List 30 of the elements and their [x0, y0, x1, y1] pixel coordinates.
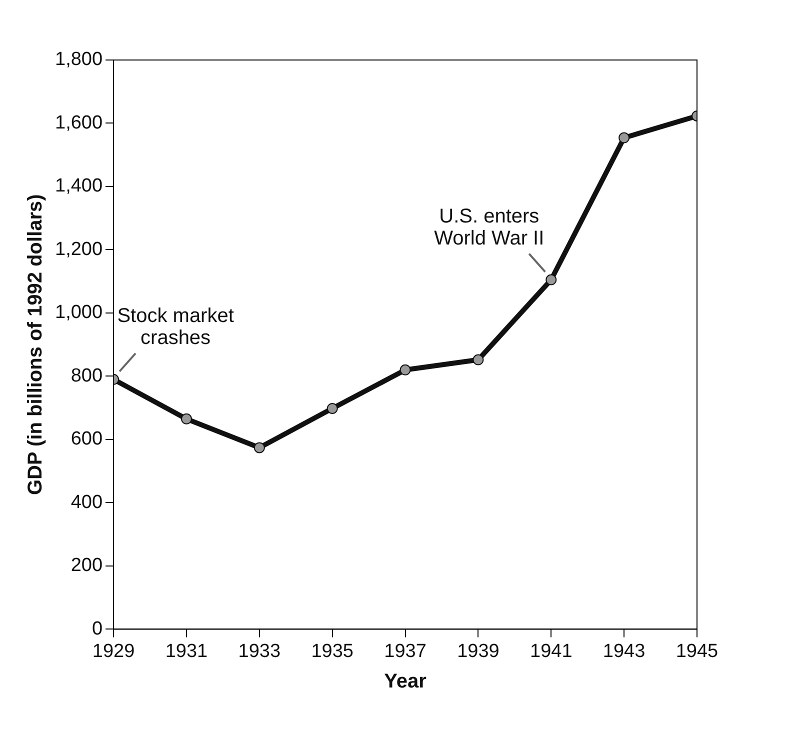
y-tick-label: 800 — [70, 365, 103, 386]
x-tick-label: 1941 — [530, 640, 572, 662]
annotation: U.S. enters World War II — [434, 205, 544, 250]
x-tick-label: 1935 — [311, 640, 354, 662]
x-tick-label: 1939 — [457, 640, 500, 662]
point — [400, 364, 411, 376]
y-tick-label: 1,200 — [55, 238, 103, 260]
y-tick-label: 600 — [70, 428, 103, 450]
annotation: Stock market crashes — [117, 304, 234, 349]
y-tick-label: 1,600 — [55, 112, 103, 134]
y-tick-label: 1,800 — [55, 49, 103, 70]
point — [326, 402, 338, 414]
x-tick-label: 1931 — [165, 640, 208, 662]
y-tick-label: 1,000 — [55, 302, 103, 324]
x-axis-title: Year — [384, 670, 427, 693]
x-tick-label: 1933 — [238, 640, 281, 662]
point — [546, 274, 557, 286]
x-tick-label: 1929 — [92, 640, 135, 662]
point — [618, 132, 630, 144]
x-tick-label: 1945 — [676, 640, 718, 662]
y-tick-label: 0 — [92, 618, 103, 640]
x-tick-label: 1937 — [384, 640, 426, 662]
y-tick-label: 200 — [70, 555, 103, 576]
point — [254, 442, 265, 454]
y-axis-title: GDP (in billions of 1992 dollars) — [24, 194, 47, 496]
point — [180, 413, 192, 424]
y-tick-label: 1,400 — [55, 176, 103, 197]
y-tick-label: 400 — [70, 492, 103, 513]
point — [472, 354, 484, 366]
x-tick-label: 1943 — [602, 640, 646, 662]
